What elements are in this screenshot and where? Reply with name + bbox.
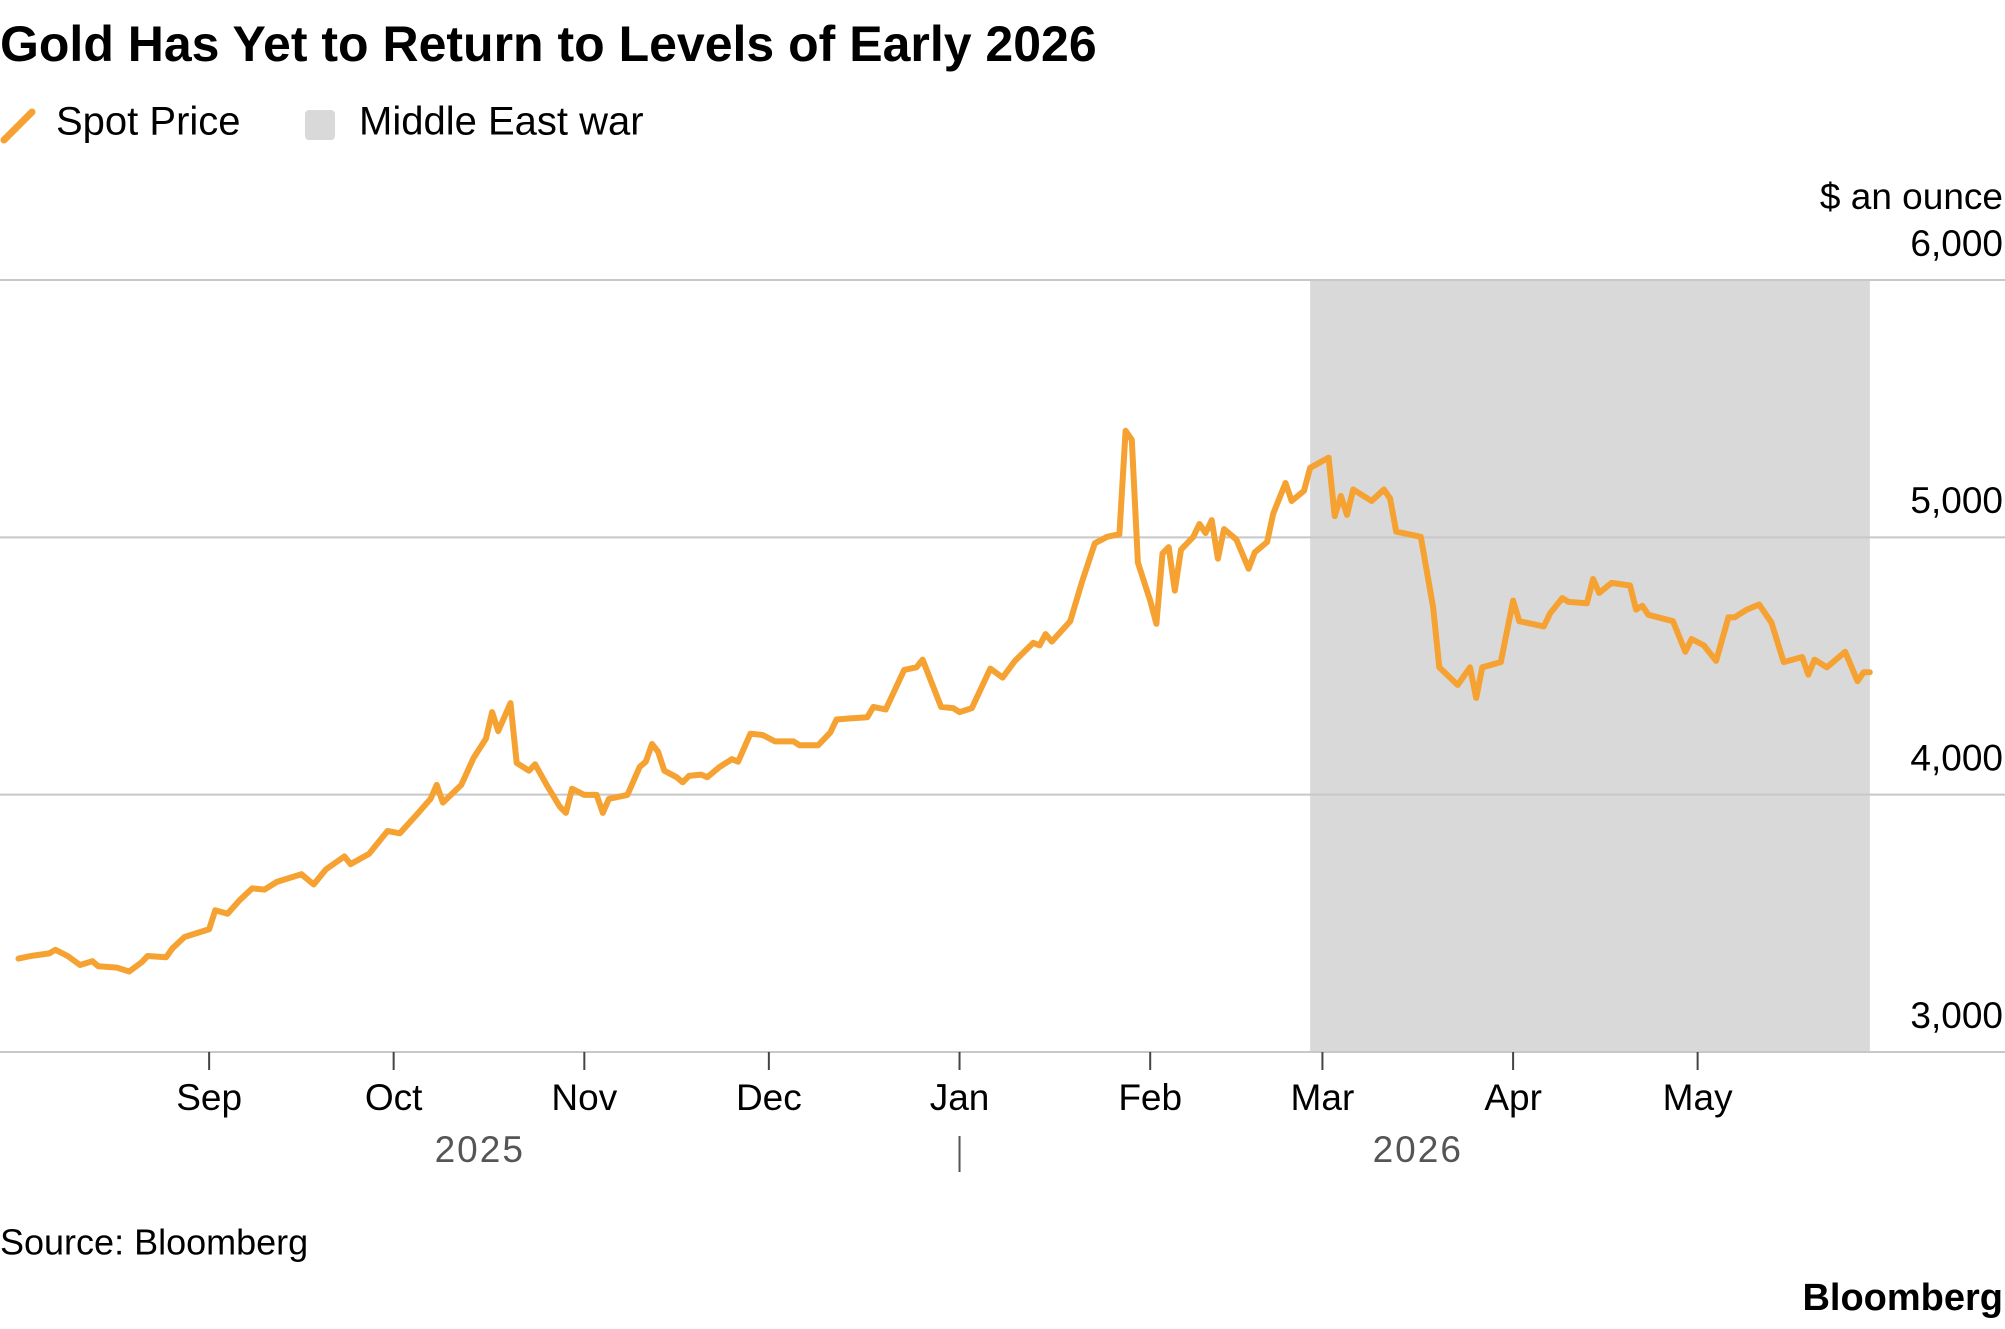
y-tick-label: 6,000 (1910, 223, 2003, 264)
legend-line-icon (0, 108, 36, 144)
legend-label: Middle East war (359, 100, 644, 144)
legend-shade-icon (305, 110, 335, 140)
x-tick-label: Oct (365, 1077, 423, 1118)
x-tick-label: Sep (176, 1077, 242, 1118)
legend-label: Spot Price (56, 100, 241, 144)
x-tick-label: Dec (736, 1077, 802, 1118)
y-axis-unit: $ an ounce (1820, 176, 2003, 217)
year-label: 2025 (435, 1129, 525, 1170)
year-label: 2026 (1373, 1129, 1463, 1170)
brand: Bloomberg (1802, 1277, 2003, 1319)
x-tick-label: Nov (551, 1077, 617, 1118)
x-tick-label: Feb (1118, 1077, 1182, 1118)
price-line (15, 427, 1873, 975)
y-tick-label: 3,000 (1910, 995, 2003, 1036)
y-tick-label: 4,000 (1910, 737, 2003, 778)
x-tick-label: Apr (1484, 1077, 1542, 1118)
x-tick-label: May (1663, 1077, 1733, 1118)
chart-title: Gold Has Yet to Return to Levels of Earl… (0, 16, 1097, 72)
x-tick-label: Jan (930, 1077, 990, 1118)
legend: Spot Price Middle East war (0, 100, 644, 144)
shaded-region (1310, 280, 1870, 1052)
x-tick-label: Mar (1291, 1077, 1355, 1118)
y-tick-label: 5,000 (1910, 480, 2003, 521)
source: Source: Bloomberg (0, 1222, 308, 1263)
